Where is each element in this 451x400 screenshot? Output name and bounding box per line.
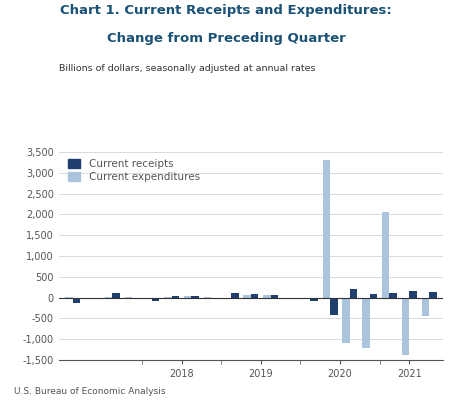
Text: U.S. Bureau of Economic Analysis: U.S. Bureau of Economic Analysis (14, 387, 165, 396)
Bar (428, 292, 436, 298)
Bar (230, 294, 238, 298)
Bar (243, 295, 250, 298)
Text: Chart 1. Current Receipts and Expenditures:: Chart 1. Current Receipts and Expenditur… (60, 4, 391, 17)
Bar (164, 297, 171, 298)
Bar (309, 298, 317, 301)
Bar (322, 160, 329, 298)
Bar (270, 295, 277, 298)
Bar (152, 298, 159, 300)
Bar (112, 293, 120, 298)
Bar (389, 293, 396, 298)
Bar (290, 298, 297, 299)
Bar (124, 297, 132, 298)
Bar (203, 297, 211, 298)
Bar (381, 212, 389, 298)
Bar (250, 294, 258, 298)
Text: Billions of dollars, seasonally adjusted at annual rates: Billions of dollars, seasonally adjusted… (59, 64, 314, 73)
Bar (329, 298, 337, 315)
Text: Change from Preceding Quarter: Change from Preceding Quarter (106, 32, 345, 45)
Bar (421, 298, 428, 316)
Bar (171, 296, 179, 298)
Bar (409, 290, 416, 298)
Legend: Current receipts, Current expenditures: Current receipts, Current expenditures (68, 159, 199, 182)
Bar (369, 294, 377, 298)
Bar (282, 298, 290, 299)
Bar (132, 298, 139, 299)
Bar (191, 296, 198, 298)
Bar (223, 298, 230, 299)
Bar (105, 297, 112, 298)
Bar (401, 298, 409, 355)
Bar (302, 298, 309, 299)
Bar (73, 298, 80, 303)
Bar (341, 298, 349, 343)
Bar (184, 296, 191, 298)
Bar (361, 298, 369, 348)
Bar (65, 297, 73, 298)
Bar (262, 295, 270, 298)
Bar (349, 289, 357, 298)
